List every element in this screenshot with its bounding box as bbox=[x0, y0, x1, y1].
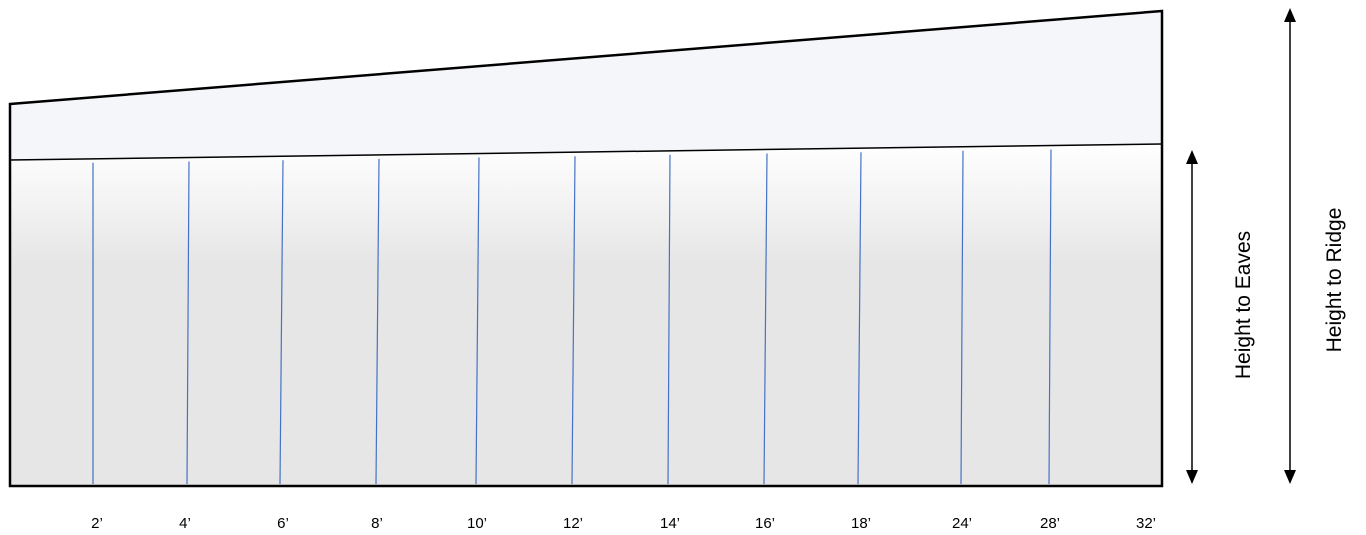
post-line bbox=[186, 161, 190, 485]
post-line bbox=[763, 153, 768, 485]
building-outline bbox=[8, 9, 1164, 488]
height-to-ridge-label: Height to Ridge bbox=[1323, 208, 1346, 353]
post-line bbox=[960, 150, 964, 485]
tick-label: 28’ bbox=[1040, 515, 1060, 532]
post-line bbox=[857, 152, 862, 485]
post-line bbox=[375, 158, 380, 485]
height-to-ridge-arrowhead-top bbox=[1284, 8, 1296, 22]
eave-line bbox=[9, 143, 1163, 161]
tick-label: 32’ bbox=[1136, 515, 1156, 532]
tick-label: 6’ bbox=[277, 515, 289, 532]
post-line bbox=[667, 154, 671, 485]
tick-label: 4’ bbox=[179, 515, 191, 532]
height-to-eaves-arrowhead-top bbox=[1186, 150, 1198, 164]
tick-label: 18’ bbox=[851, 515, 871, 532]
height-to-eaves-dimension: Height to Eaves bbox=[1186, 150, 1255, 484]
tick-label: 10’ bbox=[467, 515, 487, 532]
distance-tick-labels: 2’ 4’ 6’ 8’ 10’ 12’ 14’ 16’ 18’ 24’ 28’ 32’ bbox=[91, 515, 1156, 532]
wall-posts bbox=[92, 149, 1052, 485]
tick-label: 8’ bbox=[371, 515, 383, 532]
post-line bbox=[475, 157, 480, 485]
height-to-ridge-dimension: Height to Ridge bbox=[1284, 8, 1346, 484]
post-line bbox=[279, 160, 284, 485]
roof-band bbox=[10, 11, 1162, 160]
tick-label: 14’ bbox=[660, 515, 680, 532]
post-line bbox=[571, 156, 576, 485]
wall-panel bbox=[10, 144, 1162, 486]
post-line bbox=[1048, 149, 1052, 485]
tick-label: 12’ bbox=[563, 515, 583, 532]
height-to-eaves-arrowhead-bottom bbox=[1186, 470, 1198, 484]
height-to-ridge-arrowhead-bottom bbox=[1284, 470, 1296, 484]
tick-label: 2’ bbox=[91, 515, 103, 532]
height-to-eaves-label: Height to Eaves bbox=[1232, 231, 1255, 379]
tick-label: 16’ bbox=[755, 515, 775, 532]
tick-label: 24’ bbox=[952, 515, 972, 532]
